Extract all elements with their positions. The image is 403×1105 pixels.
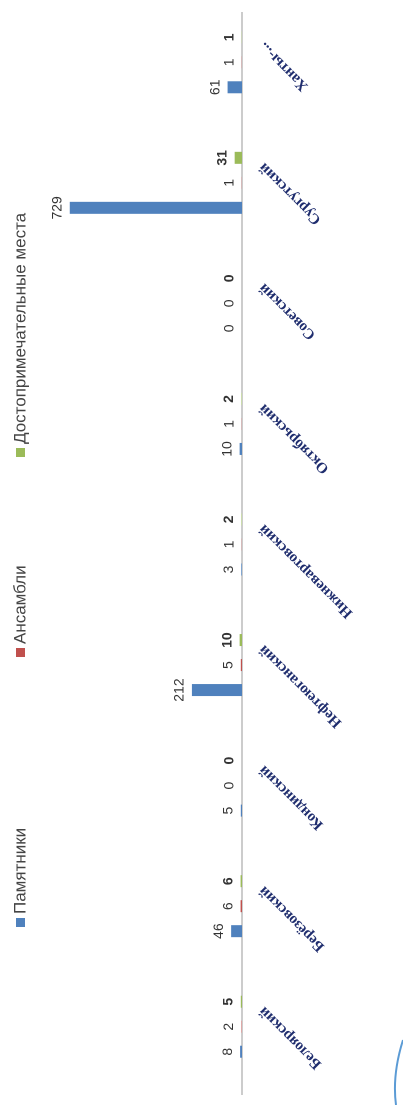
x-tick-label: Белоярский (256, 1003, 325, 1072)
value-label: 0 (221, 299, 237, 307)
decoration (393, 1039, 403, 1105)
bar (240, 995, 243, 1008)
bar (231, 925, 243, 938)
value-label: 46 (210, 923, 226, 939)
value-label: 2 (220, 395, 236, 403)
value-label: 10 (218, 441, 234, 457)
value-label: 1 (220, 420, 236, 428)
value-label: 0 (221, 757, 237, 765)
x-tick-label: Советский (256, 280, 319, 343)
bar (240, 804, 243, 817)
bar (191, 684, 242, 697)
bar (241, 563, 242, 576)
bar (240, 875, 243, 888)
x-tick-label: Нефтеюганский (256, 642, 345, 731)
value-label: 5 (220, 807, 236, 815)
value-label: 6 (219, 902, 235, 910)
value-label: 10 (218, 632, 234, 648)
x-tick-label: Ханты-... (256, 39, 312, 95)
bar (69, 201, 243, 214)
rotated-chart: Памятники Ансамбли Достопримечательные мес… (10, 12, 356, 1095)
bar (234, 151, 243, 164)
value-label: 61 (206, 79, 222, 95)
bar (239, 634, 242, 647)
bar (240, 659, 243, 672)
value-label: 0 (221, 274, 237, 282)
value-label: 1 (220, 33, 236, 41)
legend-swatch (16, 648, 25, 657)
x-tick-label: Кондинский (256, 762, 327, 833)
value-label: 729 (48, 196, 64, 220)
value-label: 0 (221, 782, 237, 790)
x-tick-label: Октябрьский (256, 400, 333, 477)
value-label: 3 (220, 565, 236, 573)
value-label: 6 (219, 877, 235, 885)
legend-label: Памятники (10, 828, 29, 914)
value-label: 2 (220, 1023, 236, 1031)
value-label: 1 (220, 58, 236, 66)
value-label: 212 (171, 678, 187, 702)
x-tick-label: Нижневартовский (256, 521, 356, 621)
value-label: 1 (220, 179, 236, 187)
legend-swatch (16, 918, 25, 927)
bar (227, 81, 242, 94)
legend-label: Ансамбли (10, 565, 29, 644)
value-label: 5 (220, 661, 236, 669)
bar (240, 1045, 243, 1058)
value-label: 0 (221, 324, 237, 332)
legend-label: Достопримечательные места (10, 212, 29, 444)
x-tick-label: Сургутский (256, 159, 325, 228)
value-label: 8 (219, 1048, 235, 1056)
value-label: 31 (213, 150, 229, 166)
value-label: 1 (220, 540, 236, 548)
value-label: 2 (220, 515, 236, 523)
value-label: 5 (220, 998, 236, 1006)
bar (240, 900, 243, 913)
bar (239, 442, 242, 455)
legend-swatch (16, 448, 25, 457)
x-tick-label: Берёзовский (256, 883, 328, 955)
